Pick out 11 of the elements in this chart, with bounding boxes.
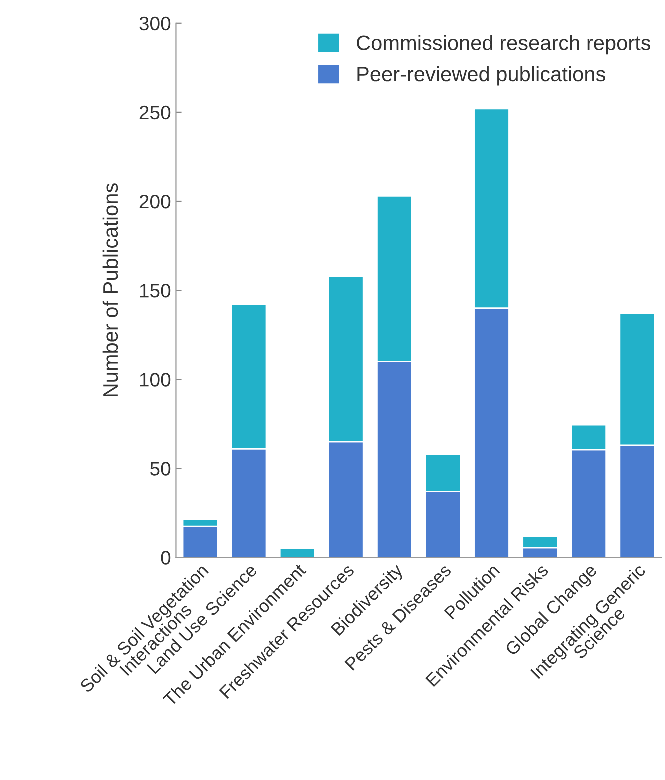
y-tick-label: 0 xyxy=(161,551,171,565)
y-tick-label: 50 xyxy=(150,462,171,476)
y-axis-title: Number of Publications xyxy=(102,184,118,397)
y-tick-label: 150 xyxy=(140,284,171,298)
y-tick-label: 300 xyxy=(140,16,171,31)
y-tick-label: 100 xyxy=(140,373,171,387)
bar xyxy=(279,548,316,558)
legend-label: Commissioned research reports xyxy=(357,35,651,55)
y-tick-label: 200 xyxy=(140,194,171,209)
legend-label: Peer-reviewed publications xyxy=(358,66,606,86)
y-tick-label: 250 xyxy=(140,106,171,120)
